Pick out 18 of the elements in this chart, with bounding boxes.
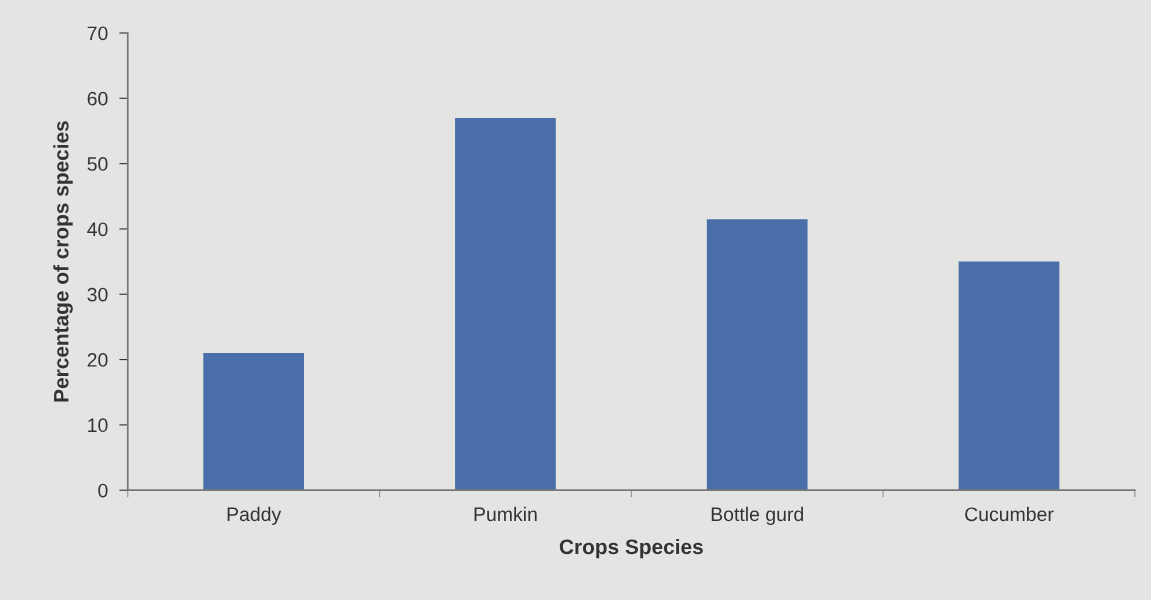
y-tick-label: 70 xyxy=(87,26,108,41)
x-tick-label: Paddy xyxy=(227,506,282,525)
y-axis-title: Percentage of crops species xyxy=(53,121,73,402)
bar xyxy=(706,219,808,491)
y-tick-label: 10 xyxy=(88,418,108,433)
y-tick-label: 20 xyxy=(87,353,108,367)
bar xyxy=(455,117,556,491)
x-tick-label: Cucumber xyxy=(965,506,1054,522)
bar xyxy=(203,353,305,491)
y-tick-label: 0 xyxy=(98,483,108,498)
y-tick-label: 50 xyxy=(87,157,108,171)
x-axis-title: Crops Species xyxy=(559,538,703,559)
y-tick-label: 60 xyxy=(87,91,108,106)
x-tick-label: Bottle gurd xyxy=(711,506,803,525)
bar xyxy=(958,261,1060,491)
y-tick-label: 30 xyxy=(87,287,108,302)
x-tick-label: Pumkin xyxy=(474,506,537,522)
y-tick-label: 40 xyxy=(87,222,108,237)
